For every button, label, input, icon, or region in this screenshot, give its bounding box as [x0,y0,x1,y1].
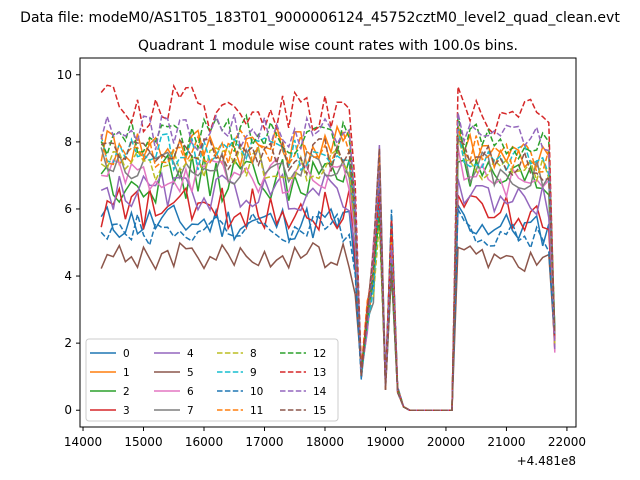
series-line-9 [100,126,556,411]
legend-label: 4 [187,348,194,360]
legend-label: 12 [313,348,326,360]
legend-label: 6 [187,386,194,398]
x-tick-label: 22000 [548,435,586,449]
series-line-2 [100,153,556,411]
legend-label: 11 [250,405,263,417]
series-line-14 [100,112,556,411]
axes-frame [79,57,577,428]
legend-label: 5 [187,367,194,379]
chart-title: Quadrant 1 module wise count rates with … [138,38,518,54]
x-offset-label: +4.481e8 [517,454,576,468]
series-line-12 [100,113,556,411]
x-tick-label: 15000 [124,435,162,449]
series-line-3 [100,167,556,411]
series-line-5 [100,206,556,411]
x-tick-label: 21000 [487,435,525,449]
legend-label: 9 [250,367,257,379]
series-line-0 [100,151,556,411]
legend-label: 13 [313,367,326,379]
y-tick-label: 4 [64,269,72,283]
legend-label: 0 [123,348,130,360]
y-tick-label: 10 [57,68,72,82]
x-tick-label: 18000 [306,435,344,449]
y-axis: 0 2 4 6 8 10 [57,68,80,417]
legend-label: 2 [123,386,130,398]
legend-label: 1 [123,367,130,379]
y-tick-label: 0 [64,403,72,417]
series-line-13 [100,83,556,411]
x-tick-label: 17000 [245,435,283,449]
series-line-7 [100,135,556,411]
x-tick-label: 20000 [427,435,465,449]
legend-label: 14 [313,386,327,398]
legend-label: 8 [250,348,257,360]
x-tick-label: 16000 [185,435,223,449]
legend-label: 7 [187,405,194,417]
series-line-1 [100,124,556,411]
series-line-10 [100,177,556,411]
legend-label: 10 [250,386,263,398]
legend-box [85,338,339,422]
series-lines [100,83,556,411]
y-tick-label: 2 [64,336,72,350]
x-axis: 14000 15000 16000 17000 18000 19000 20000 21000… [64,427,586,449]
y-tick-label: 6 [64,202,72,216]
legend-label: 15 [313,405,326,417]
legend-label: 3 [123,405,130,417]
chart-suptitle: Data file: modeM0/AS1T05_183T01_90000061… [20,10,620,26]
y-tick-label: 8 [64,135,72,149]
series-line-15 [100,137,556,411]
x-tick-label: 14000 [64,435,102,449]
series-line-6 [101,147,556,411]
x-tick-label: 19000 [366,435,404,449]
